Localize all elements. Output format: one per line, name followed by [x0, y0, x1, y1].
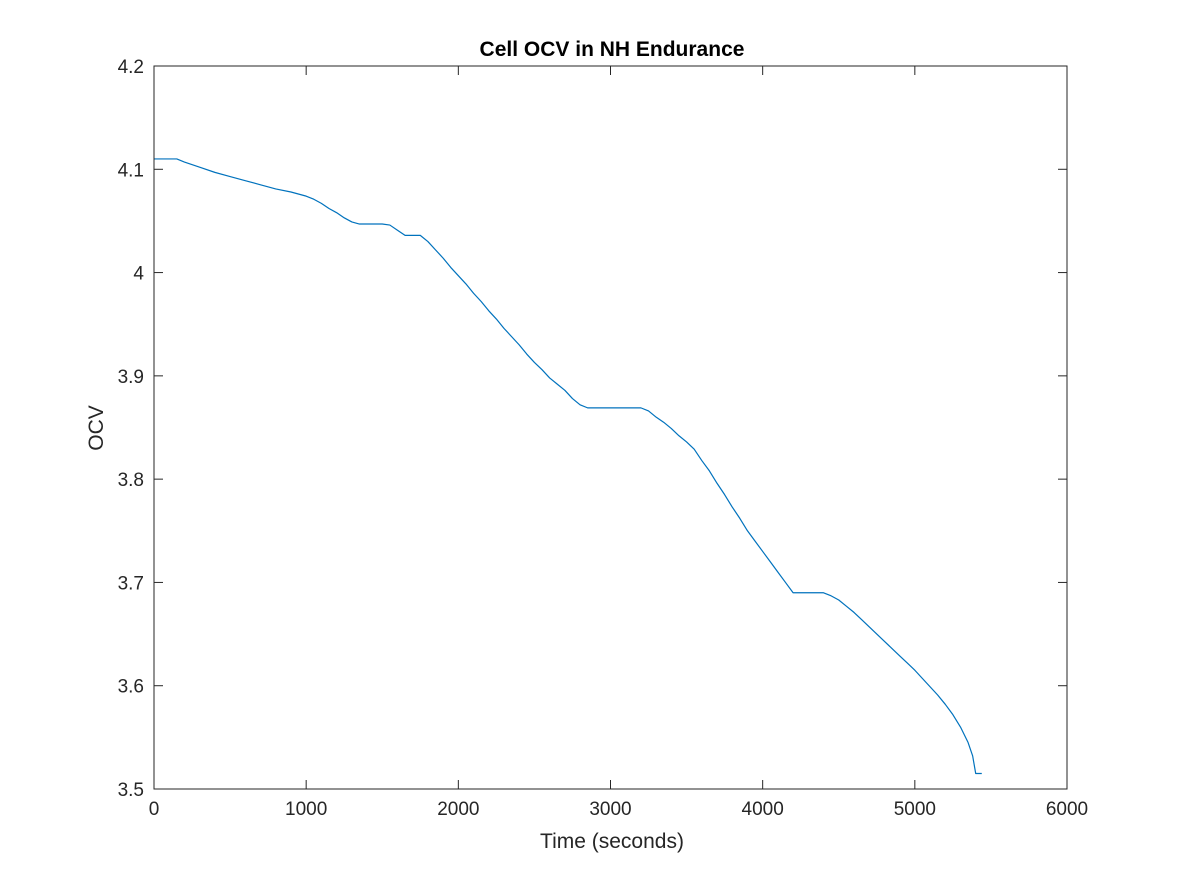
y-tick-label: 3.8 [118, 470, 144, 491]
x-tick-label: 5000 [894, 799, 936, 820]
x-axis-ticks: 0 1000 2000 3000 4000 5000 6000 [149, 66, 1088, 820]
x-tick-label: 2000 [437, 799, 479, 820]
y-tick-label: 3.7 [118, 573, 144, 594]
x-tick-label: 0 [149, 799, 160, 820]
x-tick-label: 4000 [742, 799, 784, 820]
y-tick-label: 3.5 [118, 780, 144, 801]
y-tick-label: 4.2 [118, 57, 144, 78]
y-axis-label: OCV [85, 405, 108, 451]
y-tick-label: 3.6 [118, 677, 144, 698]
x-tick-label: 6000 [1046, 799, 1088, 820]
x-tick-label: 1000 [285, 799, 327, 820]
y-tick-label: 4 [133, 264, 144, 285]
y-axis-ticks: 3.5 3.6 3.7 3.8 3.9 4 4.1 4.2 [118, 57, 1067, 801]
axes-box [153, 65, 1068, 790]
y-tick-label: 4.1 [118, 160, 144, 181]
ocv-series-line [154, 158, 982, 775]
x-axis-label: Time (seconds) [540, 830, 684, 853]
chart-title: Cell OCV in NH Endurance [480, 38, 745, 61]
axes-background [154, 66, 1067, 789]
x-tick-label: 3000 [589, 799, 631, 820]
series-layer [154, 158, 982, 775]
y-tick-label: 3.9 [118, 367, 144, 388]
